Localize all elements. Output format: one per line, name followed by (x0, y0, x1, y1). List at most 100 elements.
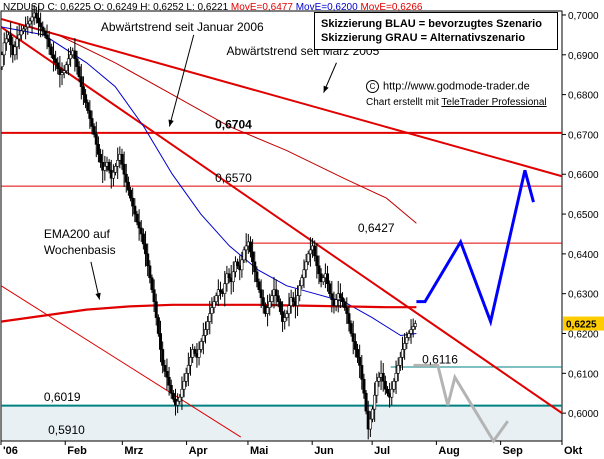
candle-body (225, 273, 229, 285)
x-tick-label: Sep (503, 445, 523, 457)
scenario-legend: Skizzierung BLAU = bevorzugtes Szenario … (314, 12, 558, 50)
annotation-arrow (90, 261, 100, 300)
candle-body (180, 388, 184, 398)
candle-body (152, 289, 156, 302)
candle-body (146, 253, 150, 267)
copyright-url[interactable]: http://www.godmode-trader.de (383, 80, 530, 93)
candle-body (405, 337, 409, 344)
candle-body (169, 384, 173, 394)
x-tick-label: Apr (189, 445, 209, 457)
candle-body (77, 66, 81, 77)
candle-body (17, 34, 21, 40)
support-zone (1, 405, 562, 441)
legend-blue-line: Skizzierung BLAU = bevorzugtes Szenario (321, 18, 542, 30)
candle-body (291, 297, 295, 302)
candle-body (302, 269, 306, 279)
candle-body (218, 289, 222, 292)
candle-body (203, 329, 207, 336)
candle-body (19, 30, 23, 36)
candle-body (41, 26, 45, 32)
candle-body (210, 307, 214, 314)
candle-body (353, 341, 357, 350)
candle-body (137, 221, 141, 229)
candle-body (13, 46, 17, 56)
candle-body (184, 373, 188, 382)
candle-body (233, 261, 237, 273)
candle-body (39, 22, 43, 28)
candle-body (347, 313, 351, 324)
candle-body (114, 165, 118, 173)
candle-body (34, 12, 38, 19)
candle-body (122, 163, 126, 175)
header-ma-2: MovE=0,6266 (360, 2, 422, 13)
candle-body (317, 265, 321, 275)
candle-body (99, 154, 103, 163)
candle-body (4, 38, 8, 44)
candle-body (133, 205, 137, 215)
candle-body (135, 213, 139, 223)
candle-body (343, 301, 347, 308)
candle-body (73, 50, 77, 60)
candle-body (161, 349, 165, 366)
candle-body (298, 285, 302, 296)
candle-body (413, 323, 417, 327)
trendline (0, 285, 242, 438)
candle-body (69, 54, 73, 60)
candle-body (0, 54, 4, 68)
header-ohlc: NZDUSD C: 0,6225 O: 0,6249 H: 0,6252 L: … (3, 2, 231, 13)
candle-body (9, 34, 13, 46)
candle-body (368, 418, 372, 430)
candle-body (253, 261, 257, 273)
candle-body (231, 271, 235, 283)
candle-body (326, 273, 330, 285)
candle-body (206, 321, 210, 330)
candle-body (349, 323, 353, 334)
candle-body (360, 365, 364, 380)
last-price-marker (563, 316, 604, 331)
header-ma-1: MovE=0,6200 (296, 2, 361, 13)
candle-body (296, 295, 300, 306)
level-label: 0,6704 (215, 117, 252, 131)
candle-body (26, 23, 30, 28)
candle-body (266, 307, 270, 314)
x-tick-label: Aug (438, 445, 459, 457)
credit-link[interactable]: TeleTrader Professional (441, 97, 547, 108)
y-tick-label: 0,6100 (568, 369, 599, 380)
candle-body (182, 380, 186, 390)
x-tick-label: '06 (3, 445, 18, 457)
last-price-label: 0,6225 (566, 320, 597, 331)
candle-body (120, 154, 124, 165)
candle-body (111, 171, 115, 179)
candle-body (103, 165, 107, 171)
candle-body (351, 333, 355, 342)
plot-border (0, 10, 563, 442)
candle-body (66, 58, 70, 66)
candle-body (285, 313, 289, 318)
candle-body (240, 259, 244, 271)
copyright-icon: C (366, 80, 379, 93)
candle-body (334, 299, 338, 306)
annotation-label: Wochenbasis (44, 243, 116, 257)
candle-body (165, 371, 169, 378)
level-label: 0,6019 (44, 390, 81, 404)
candle-body (116, 160, 120, 167)
candle-body (227, 273, 231, 279)
candle-body (313, 245, 317, 257)
candle-body (328, 283, 332, 294)
candle-body (392, 380, 396, 390)
candle-body (21, 28, 25, 32)
candle-body (398, 357, 402, 366)
moving-average-blue (0, 26, 417, 337)
candle-body (287, 305, 291, 314)
x-tick-label: Jul (374, 445, 390, 457)
candle-body (15, 38, 19, 48)
candle-body (2, 42, 6, 56)
candle-body (24, 26, 28, 30)
candle-body (411, 326, 415, 330)
candle-body (300, 277, 304, 287)
candle-body (259, 289, 263, 298)
candle-body (75, 58, 79, 68)
y-tick-label: 0,7000 (568, 11, 599, 22)
candle-body (268, 301, 272, 308)
candle-body (45, 34, 49, 40)
